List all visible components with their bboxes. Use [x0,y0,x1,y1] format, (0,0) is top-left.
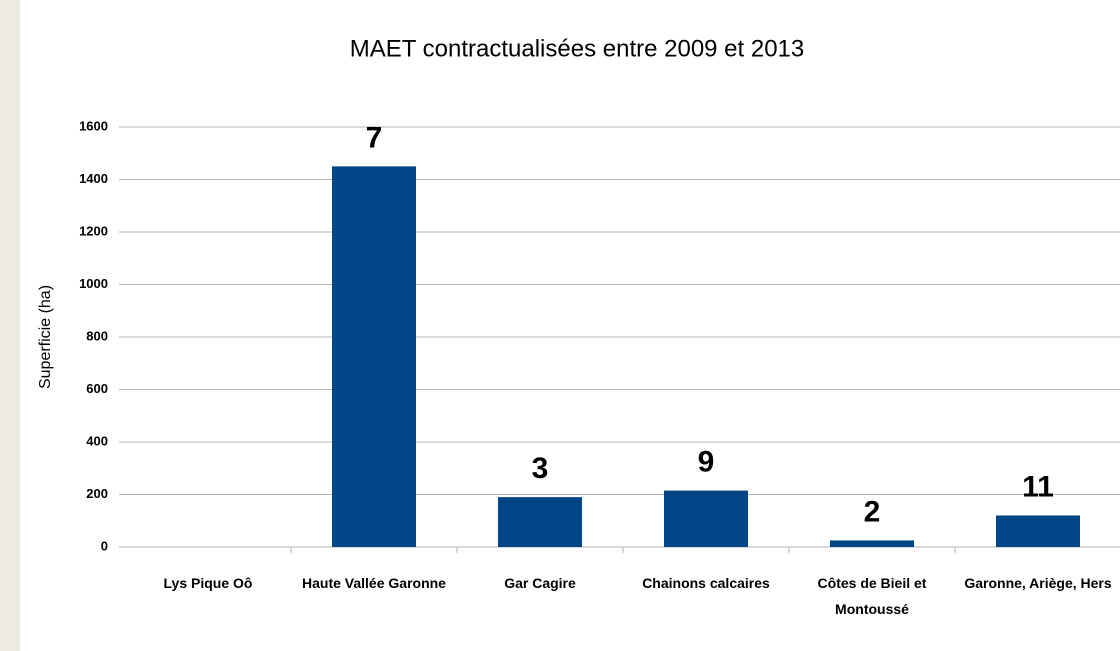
annotation: 7 [366,121,383,154]
y-tick-label: 800 [86,328,108,343]
annotation: 11 [1022,470,1054,503]
y-tick-label: 1400 [79,171,108,186]
bar [830,540,914,547]
y-tick-label: 200 [86,486,108,501]
bar [996,515,1080,547]
annotation: 9 [698,445,715,478]
x-tick-label: Lys Pique Oô [163,575,253,591]
x-tick-label: Chainons calcaires [642,575,770,591]
bar [664,490,748,547]
y-tick-label: 400 [86,433,108,448]
x-tick-label: Garonne, Ariège, Hers [964,575,1112,591]
x-tick-label: Haute Vallée Garonne [302,575,446,591]
y-axis-label: Superficie (ha) [37,285,54,389]
y-tick-label: 1200 [79,223,108,238]
y-tick-label: 0 [101,538,108,553]
y-tick-label: 600 [86,381,108,396]
x-tick-label: Côtes de Bieil et Montoussé [817,575,927,617]
bar [498,497,582,547]
annotation: 3 [532,452,549,485]
annotation: 2 [864,495,881,528]
y-tick-label: 1000 [79,276,108,291]
y-tick-label: 1600 [79,118,108,133]
chart-title: MAET contractualisées entre 2009 et 2013 [350,35,805,62]
bar [332,166,416,547]
x-tick-label: Gar Cagire [504,575,576,591]
side-strip [0,0,20,651]
